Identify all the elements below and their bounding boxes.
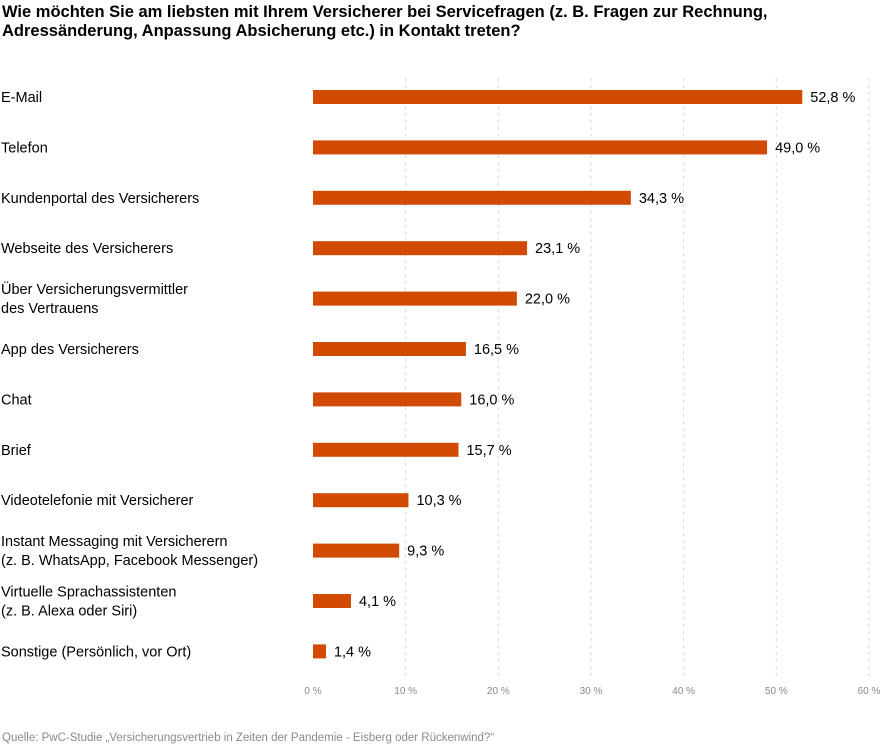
bar-value-label: 23,1 % [535,241,580,257]
bar [313,342,466,356]
category-label: App des Versicherers [1,342,139,358]
category-label: Telefon [1,140,48,156]
category-labels: E-Mail Telefon Kundenportal des Versichere… [1,90,258,660]
category-label: Sonstige (Persönlich, vor Ort) [1,644,191,660]
category-label: E-Mail [1,90,42,106]
category-label: Chat [1,392,32,408]
x-tick-label: 20 % [487,686,510,697]
category-label: Videotelefonie mit Versicherer [1,493,194,509]
x-axis-ticks: 0 % 10 % 20 % 30 % 40 % 50 % 60 % [304,686,880,697]
bar-value-label: 34,3 % [639,191,684,207]
bar [313,493,409,508]
bar-value-label: 16,0 % [469,392,514,408]
category-label: Über Versicherungsvermittler [1,280,188,298]
chart-title: Wie möchten Sie am liebsten mit Ihrem Ve… [2,3,768,40]
x-tick-label: 60 % [858,686,881,697]
x-tick-label: 50 % [765,686,788,697]
bar-value-label: 52,8 % [810,90,855,106]
source-note: Quelle: PwC-Studie „Versicherungsvertrie… [2,732,495,744]
bar [313,190,631,205]
category-label: (z. B. Alexa oder Siri) [1,604,137,620]
bar-value-label: 15,7 % [466,443,511,459]
category-label: Instant Messaging mit Versicherern [1,534,227,550]
bar-value-label: 22,0 % [525,292,570,308]
bar [313,140,768,155]
value-labels: 52,8 % 49,0 % 34,3 % 23,1 % 22,0 % 16,5 % 16,0… [334,90,856,660]
category-label: des Vertrauens [1,301,99,317]
category-label: (z. B. WhatsApp, Facebook Messenger) [1,553,258,569]
bar [313,392,462,407]
bar [313,241,528,256]
bar [313,90,803,104]
bar [313,594,351,608]
bar [313,442,459,457]
category-label: Brief [1,443,32,459]
bar-value-label: 1,4 % [334,644,371,660]
bar-value-label: 4,1 % [359,594,396,610]
x-tick-label: 10 % [394,686,417,697]
bar-value-label: 10,3 % [416,493,461,509]
bar [313,543,400,558]
bar-chart: E-Mail Telefon Kundenportal des Versichere… [1,78,881,697]
category-label: Virtuelle Sprachassistenten [1,585,176,601]
bar [313,644,326,659]
x-tick-label: 0 % [304,686,321,697]
gridlines [405,78,870,676]
category-label: Kundenportal des Versicherers [1,191,199,207]
bar [313,291,517,306]
bar-value-label: 9,3 % [407,544,444,560]
bars [313,90,803,659]
x-tick-label: 30 % [580,686,603,697]
x-tick-label: 40 % [672,686,695,697]
category-label: Webseite des Versicherers [1,241,173,257]
bar-value-label: 49,0 % [775,140,820,156]
bar-value-label: 16,5 % [474,342,519,358]
